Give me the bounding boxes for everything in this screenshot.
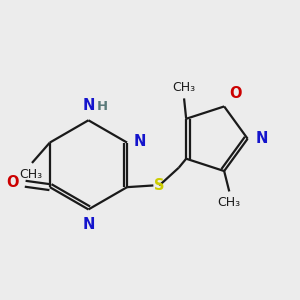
Text: S: S [154, 178, 165, 193]
Text: N: N [82, 98, 94, 113]
Text: O: O [6, 176, 19, 190]
Text: N: N [82, 217, 94, 232]
Text: H: H [97, 100, 108, 113]
Text: N: N [134, 134, 146, 149]
Text: CH₃: CH₃ [172, 81, 196, 94]
Text: O: O [229, 86, 242, 101]
Text: CH₃: CH₃ [218, 196, 241, 209]
Text: CH₃: CH₃ [20, 168, 43, 181]
Text: N: N [256, 131, 268, 146]
